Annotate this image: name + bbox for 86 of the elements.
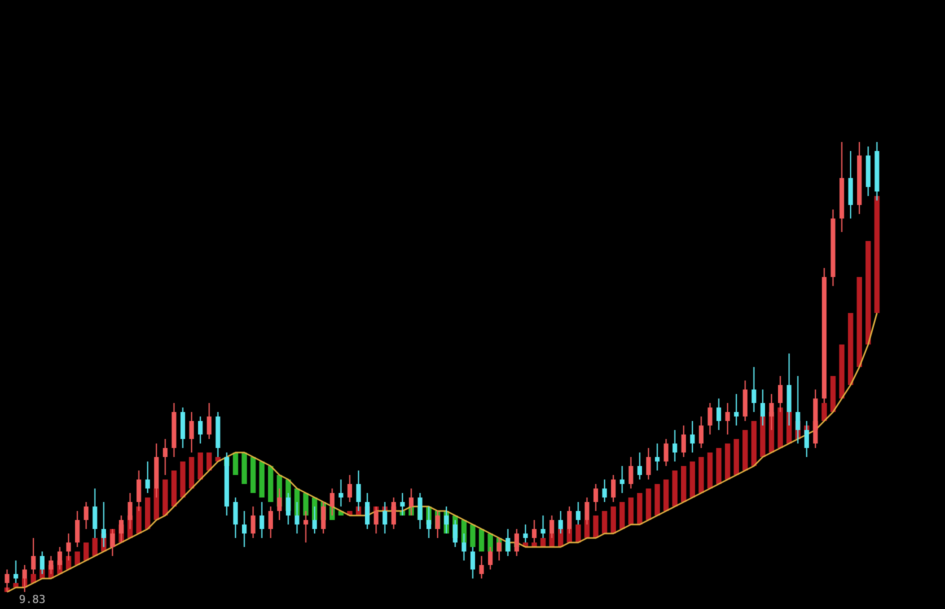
candlestick xyxy=(496,537,502,562)
candlestick xyxy=(260,501,264,539)
candlestick xyxy=(734,393,739,426)
bar xyxy=(734,439,739,475)
bar xyxy=(707,452,713,488)
candlestick xyxy=(620,465,624,494)
bar xyxy=(162,480,168,516)
bar xyxy=(232,452,238,475)
bar xyxy=(681,466,686,502)
candlestick xyxy=(347,474,352,503)
bar xyxy=(593,516,598,538)
bar xyxy=(654,484,660,516)
candlestick xyxy=(654,442,660,472)
candlestick xyxy=(110,528,115,557)
bar xyxy=(610,506,616,534)
candlestick xyxy=(602,478,607,503)
candlestick xyxy=(145,460,150,494)
candlestick xyxy=(664,438,668,467)
bar xyxy=(866,241,871,344)
bar xyxy=(663,480,669,511)
bar xyxy=(145,498,150,529)
bar xyxy=(822,403,827,421)
bar xyxy=(742,430,748,470)
candlestick xyxy=(479,555,484,580)
bar xyxy=(637,493,642,524)
bar xyxy=(13,583,18,588)
text: 9.83 xyxy=(19,593,46,606)
candlestick xyxy=(250,506,256,539)
candlestick xyxy=(233,496,238,539)
bar xyxy=(602,511,608,534)
candlestick xyxy=(752,366,756,413)
bar xyxy=(716,448,722,484)
bar xyxy=(646,488,652,520)
bar xyxy=(206,452,212,470)
candlestick xyxy=(162,438,168,476)
candlestick xyxy=(725,402,730,436)
bar xyxy=(698,457,704,493)
bar xyxy=(690,462,696,498)
bar xyxy=(84,542,89,560)
bar xyxy=(778,408,783,448)
bar xyxy=(92,538,98,556)
candlestick xyxy=(698,416,704,449)
candlestick xyxy=(690,420,695,454)
candlestick xyxy=(716,398,722,431)
bar xyxy=(303,493,308,516)
bar xyxy=(848,313,854,385)
candlestick xyxy=(189,411,194,454)
candlestick xyxy=(242,510,247,548)
candlestick xyxy=(628,456,634,490)
bar xyxy=(619,502,625,529)
bar xyxy=(724,444,730,480)
candlestick xyxy=(84,501,88,530)
bar xyxy=(268,466,274,502)
bar xyxy=(198,452,203,480)
candlestick xyxy=(637,452,642,480)
bar xyxy=(576,524,581,542)
candlestick xyxy=(681,424,686,458)
candlestick xyxy=(338,478,344,508)
candlestick xyxy=(268,506,273,539)
bar xyxy=(136,506,142,534)
bar xyxy=(751,421,757,466)
bar xyxy=(830,376,836,412)
candlestick xyxy=(206,402,212,440)
bar xyxy=(628,498,634,524)
candlestick xyxy=(611,474,616,503)
bar xyxy=(672,470,678,506)
candlestick xyxy=(75,510,80,548)
candlestick xyxy=(444,506,449,534)
candlestick xyxy=(198,416,203,444)
candlestick xyxy=(593,483,598,512)
bar xyxy=(478,529,484,552)
bar xyxy=(74,552,80,565)
bar xyxy=(250,457,256,493)
candlestick xyxy=(708,402,712,436)
bar xyxy=(839,344,844,398)
bar xyxy=(856,277,862,367)
bar xyxy=(259,462,265,498)
bar xyxy=(188,457,194,488)
bar xyxy=(470,524,476,547)
bar xyxy=(874,196,880,313)
candlestick xyxy=(435,510,440,539)
bar xyxy=(180,462,186,498)
bar xyxy=(242,452,247,484)
candlestick xyxy=(646,447,651,480)
bar xyxy=(171,470,177,506)
candlestick xyxy=(672,429,678,462)
